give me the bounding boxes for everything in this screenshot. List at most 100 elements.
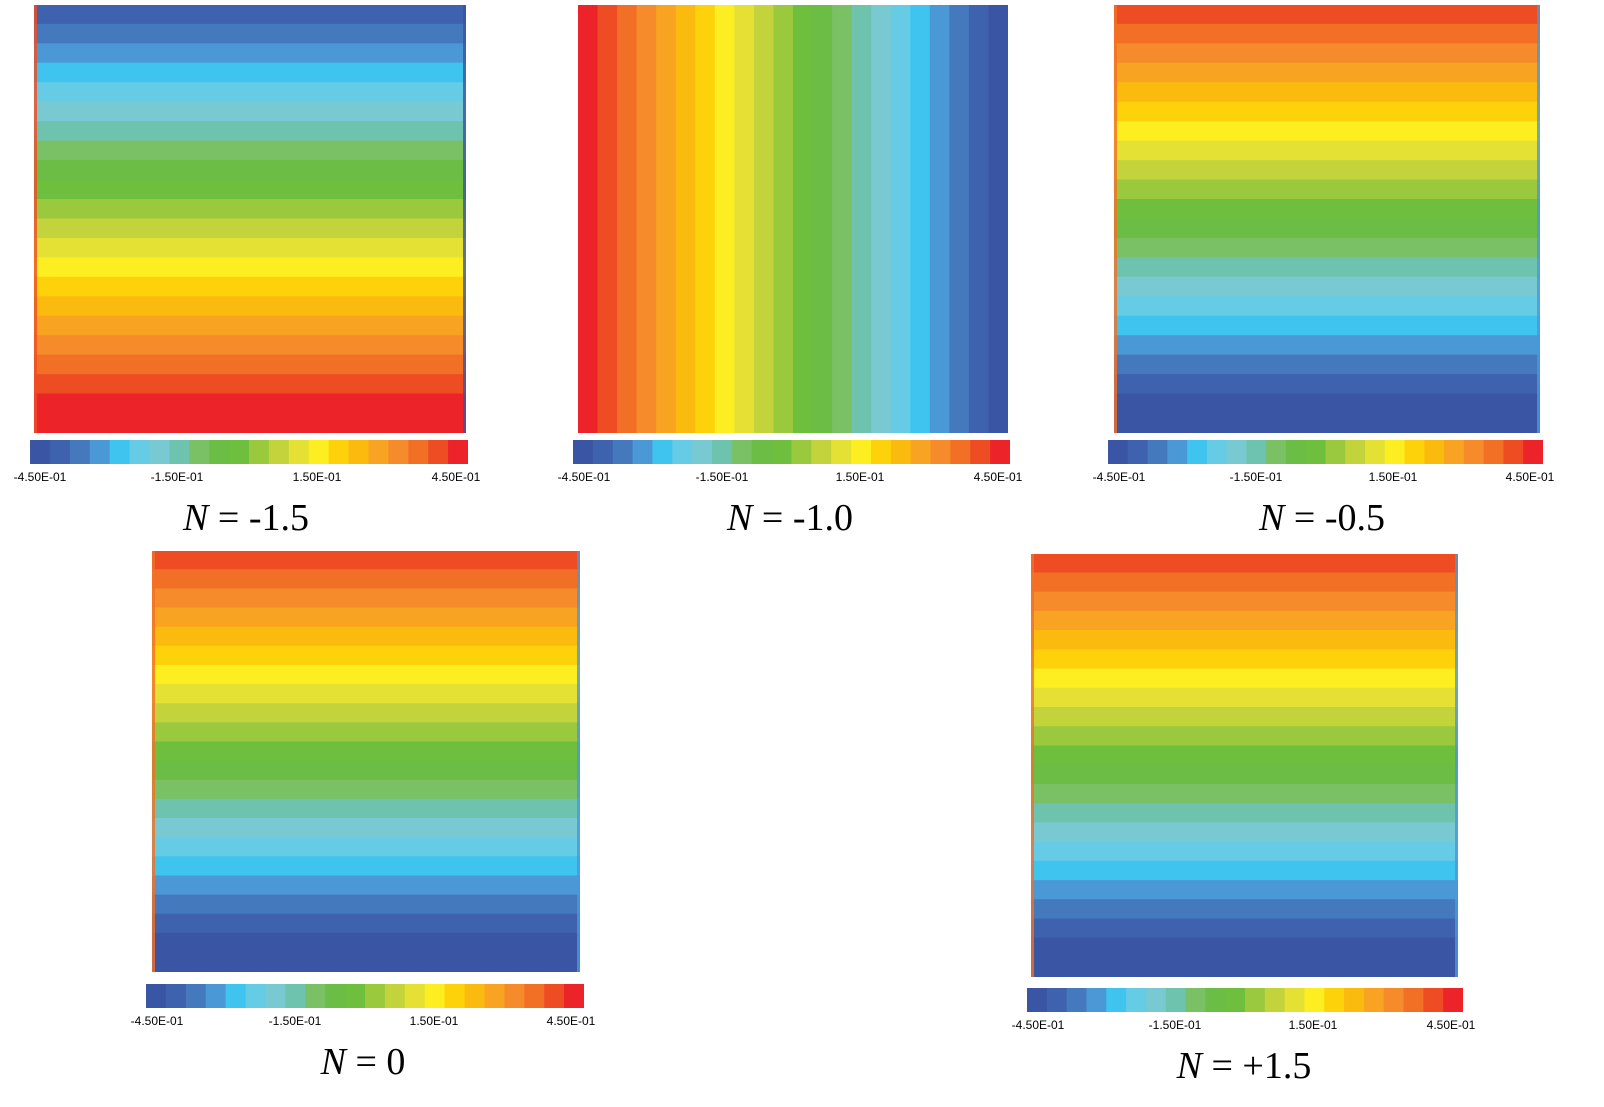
colorbar-tick-label: 4.50E-01 [431,470,481,484]
colorbar-swatch [910,440,932,464]
colorbar-tick-label: -1.50E-01 [1148,1018,1202,1032]
contour-band [695,5,716,433]
contour-band [910,5,931,433]
contour-band [597,5,618,433]
contour-plot-n-plus-1-5 [1031,554,1458,977]
colorbar-swatch [1086,988,1107,1012]
colorbar-swatch [1424,440,1445,464]
colorbar-swatch [1165,988,1187,1012]
colorbar-swatch [404,984,426,1008]
caption-n-minus-1-0: N = -1.0 [727,496,853,540]
colorbar-swatch [1285,440,1307,464]
colorbar-swatch [1185,988,1206,1012]
colorbar-n-minus-1-5 [30,440,468,464]
colorbar-swatch [1145,988,1167,1012]
colorbar-swatch [189,440,210,464]
colorbar-swatch [30,440,51,464]
colorbar-swatch [308,440,330,464]
cold-wall-strip [463,5,466,433]
contour-band [773,5,794,433]
colorbar-swatch [1284,988,1306,1012]
contour-band [656,5,677,433]
colorbar-swatch [345,984,366,1008]
colorbar-swatch [444,984,466,1008]
colorbar-swatch [1167,440,1188,464]
colorbar-swatch [288,440,310,464]
hot-wall-strip [34,5,37,433]
colorbar-swatch [464,984,486,1008]
contour-plot-n-minus-1-5 [34,5,466,433]
colorbar-swatch [1324,988,1345,1012]
caption-n-plus-1-5: N = +1.5 [1177,1044,1312,1088]
colorbar-swatch [185,984,207,1008]
contour-band [636,5,657,433]
colorbar-tick-label: -1.50E-01 [1229,470,1283,484]
contour-plot-n-0 [152,551,580,972]
colorbar-swatch [1126,988,1147,1012]
colorbar-swatch [365,984,386,1008]
colorbar-swatch [428,440,449,464]
colorbar-swatch [325,984,346,1008]
colorbar-tick-label: -4.50E-01 [13,470,67,484]
colorbar-swatch [544,984,565,1008]
colorbar-swatch [1225,988,1246,1012]
colorbar-swatch [229,440,250,464]
colorbar-tick-label: 4.50E-01 [1505,470,1555,484]
colorbar-tick-label: -4.50E-01 [557,470,611,484]
colorbar-swatch [129,440,151,464]
colorbar-swatch [1483,440,1505,464]
caption-value: = -0.5 [1284,497,1385,539]
colorbar-swatch [1365,440,1386,464]
colorbar-swatch [1423,988,1444,1012]
colorbar-swatch [1108,440,1129,464]
colorbar-swatch [1403,988,1424,1012]
colorbar-swatch [870,440,892,464]
colorbar-swatch [1363,988,1385,1012]
colorbar-n-0 [146,984,584,1008]
colorbar-swatch [484,984,505,1008]
colorbar-swatch [109,440,131,464]
colorbar-swatch [1127,440,1149,464]
contour-band [949,5,970,433]
colorbar-swatch [1226,440,1248,464]
colorbar-swatch [890,440,912,464]
colorbar-swatch [1404,440,1425,464]
colorbar-swatch [448,440,468,464]
colorbar-swatch [205,984,227,1008]
colorbar-swatch [424,984,446,1008]
caption-n-minus-1-5: N = -1.5 [183,496,309,540]
colorbar-swatch [388,440,409,464]
colorbar-swatch [249,440,270,464]
colorbar-tick-label: -1.50E-01 [695,470,749,484]
colorbar-tick-label: 4.50E-01 [973,470,1023,484]
contour-band [812,5,833,433]
colorbar-swatch [1503,440,1524,464]
cold-wall-strip [1455,554,1458,977]
colorbar-swatch [408,440,429,464]
hot-wall-strip [1114,5,1117,433]
colorbar-tick-label: -1.50E-01 [268,1014,322,1028]
colorbar-n-minus-0-5 [1108,440,1543,464]
colorbar-swatch [592,440,614,464]
colorbar-swatch [149,440,170,464]
colorbar-swatch [831,440,852,464]
colorbar-swatch [731,440,753,464]
colorbar-n-minus-1-0 [573,440,1010,464]
colorbar-swatch [89,440,111,464]
colorbar-swatch [1264,988,1286,1012]
colorbar-swatch [1345,440,1366,464]
colorbar-swatch [1523,440,1543,464]
caption-n-0: N = 0 [321,1040,406,1084]
contour-band [988,5,1008,433]
caption-value: = +1.5 [1201,1045,1312,1087]
colorbar-swatch [950,440,971,464]
colorbar-swatch [1384,440,1406,464]
contour-band [578,5,599,433]
contour-band [929,5,950,433]
contour-band [871,5,892,433]
colorbar-swatch [225,984,247,1008]
colorbar-swatch [146,984,167,1008]
colorbar-swatch [1205,988,1226,1012]
colorbar-swatch [573,440,594,464]
colorbar-swatch [851,440,872,464]
